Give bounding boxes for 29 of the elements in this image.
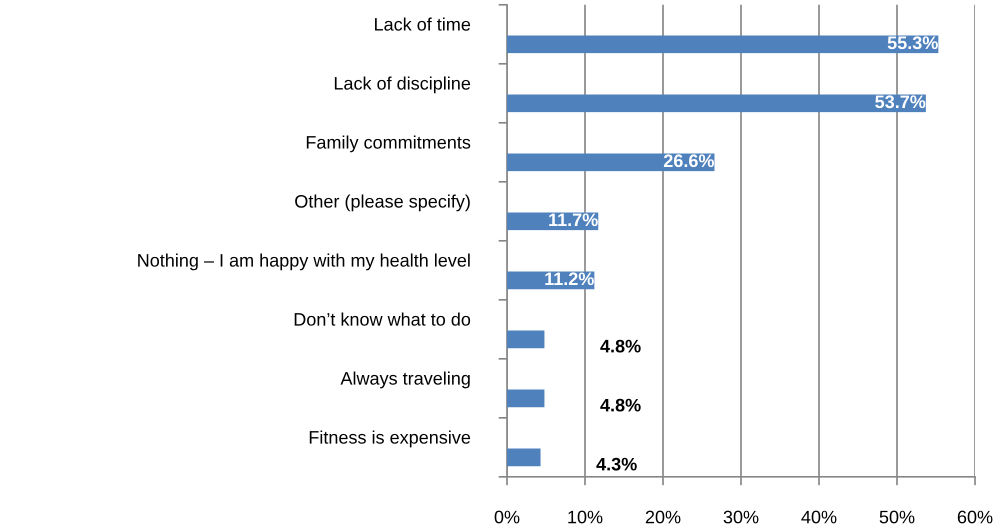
data-label: 53.7% (875, 95, 926, 108)
bar (507, 448, 541, 466)
x-tick-label: 40% (801, 510, 836, 524)
y-tick-label: Always traveling (340, 371, 470, 388)
y-tick-label: Family commitments (306, 135, 470, 152)
bar (507, 390, 544, 408)
bar (507, 94, 926, 112)
y-tick-label: Nothing – I am happy with my health level (138, 253, 470, 270)
data-label: 11.7% (549, 213, 598, 226)
y-tick-label: Don’t know what to do (294, 312, 470, 326)
data-label: 4.8% (600, 398, 641, 412)
x-tick-label: 10% (568, 510, 602, 524)
x-tick-label: 60% (958, 510, 992, 524)
bar (507, 330, 544, 348)
x-tick-label: 30% (724, 510, 758, 524)
data-label: 55.3% (888, 36, 938, 50)
data-label: 4.3% (596, 458, 637, 471)
x-tick-label: 20% (646, 510, 680, 524)
y-tick-label: Lack of time (375, 17, 470, 31)
y-tick-label: Lack of discipline (334, 76, 470, 94)
data-label: 11.2% (545, 272, 594, 286)
bar (507, 153, 714, 172)
data-label: 26.6% (664, 154, 714, 168)
data-label: 4.8% (600, 340, 641, 353)
x-tick-label: 50% (880, 510, 914, 524)
bar (507, 35, 938, 54)
y-tick-label: Fitness is expensive (310, 430, 470, 448)
y-tick-label: Other (please specify) (295, 194, 470, 212)
x-tick-label: 0% (494, 510, 520, 524)
